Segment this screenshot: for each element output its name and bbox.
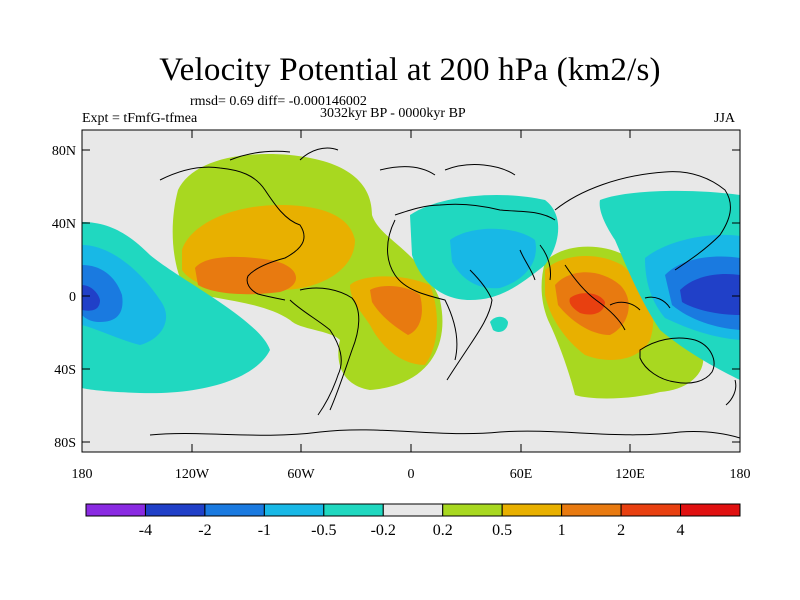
colorbar: -4 -2 -1 -0.5 -0.2 0.2 0.5 1 2 4	[85, 503, 741, 539]
colorbar-label: 1	[558, 522, 566, 539]
x-tick-120e: 120E	[615, 467, 645, 482]
contour-epac-neg2	[82, 285, 100, 311]
x-tick-180-left: 180	[72, 467, 93, 482]
experiment-label: Expt = tFmfG-tfmea	[82, 111, 198, 126]
contour-africa-neg0.5	[450, 228, 536, 289]
colorbar-label: -2	[198, 522, 211, 539]
coastlines	[149, 147, 740, 439]
colorbar-swatch	[680, 503, 741, 517]
contour-americas-0.5	[182, 205, 437, 365]
contour-wpac-neg2	[680, 273, 740, 315]
colorbar-label: -1	[258, 522, 271, 539]
colorbar-label: 0.5	[492, 522, 512, 539]
colorbar-swatch	[620, 503, 682, 517]
chart-title: Velocity Potential at 200 hPa (km2/s)	[159, 52, 661, 88]
colorbar-swatch	[442, 503, 503, 517]
season-label: JJA	[714, 111, 736, 126]
colorbar-label: 2	[617, 522, 625, 539]
x-tick-0: 0	[408, 467, 415, 482]
y-tick-0: 0	[69, 290, 76, 305]
colorbar-label: -4	[139, 522, 152, 539]
x-axis: 180 120W 60W 0 60E 120E 180	[72, 130, 751, 482]
x-tick-60e: 60E	[510, 467, 533, 482]
contour-epac-neg0.2	[82, 222, 270, 394]
colorbar-label: 4	[677, 522, 685, 539]
field-layer	[82, 130, 740, 452]
colorbar-swatch	[204, 503, 265, 517]
contour-americas-1	[195, 256, 422, 335]
y-tick-80s: 80S	[54, 436, 76, 451]
colorbar-label: 0.2	[433, 522, 453, 539]
contour-indian-2	[569, 293, 605, 315]
colorbar-label: -0.2	[371, 522, 396, 539]
colorbar-swatch	[85, 503, 146, 517]
y-tick-80n: 80N	[52, 144, 76, 159]
colorbar-swatch	[323, 503, 384, 517]
x-tick-60w: 60W	[287, 467, 315, 482]
colorbar-swatch	[382, 503, 444, 517]
colorbar-swatch	[501, 503, 563, 517]
x-tick-120w: 120W	[175, 467, 210, 482]
stats-line: rmsd= 0.69 diff= -0.000146002	[190, 94, 367, 109]
y-tick-40s: 40S	[54, 363, 76, 378]
colorbar-swatch	[561, 503, 622, 517]
y-tick-40n: 40N	[52, 217, 76, 232]
period-label: 3032kyr BP - 0000kyr BP	[320, 106, 466, 121]
contour-madagascar-neg	[490, 316, 508, 333]
x-tick-180-right: 180	[730, 467, 751, 482]
colorbar-swatch	[263, 503, 325, 517]
colorbar-label: -0.5	[311, 522, 336, 539]
y-axis: 80N 40N 0 40S 80S	[52, 144, 740, 451]
colorbar-swatch	[144, 503, 206, 517]
